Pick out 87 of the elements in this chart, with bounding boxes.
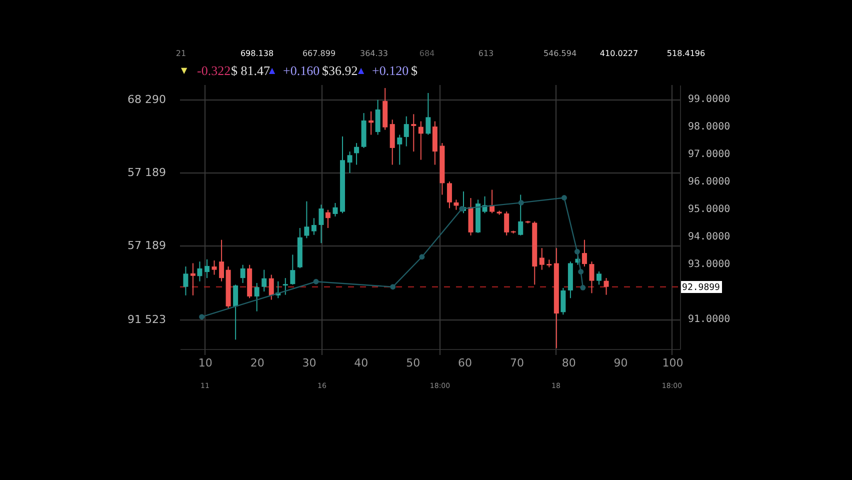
point <box>561 195 567 200</box>
x-tick-label: 40 <box>354 356 368 370</box>
candlestick <box>233 284 238 340</box>
candlestick <box>347 151 352 174</box>
text: 68 290 <box>128 93 166 106</box>
candlestick <box>397 134 402 166</box>
point <box>390 284 396 290</box>
x-tick-label: 50 <box>406 356 420 370</box>
candlestick <box>426 92 431 136</box>
candlestick <box>604 278 609 296</box>
candlestick <box>219 239 224 282</box>
point <box>313 278 319 284</box>
candlestick <box>204 258 210 279</box>
candlestick <box>589 261 594 294</box>
text: 91 523 <box>128 313 166 326</box>
candlestick <box>596 270 602 286</box>
candlestick <box>454 199 459 210</box>
x-tick-label: 100 <box>662 356 684 370</box>
candlestick <box>318 204 324 244</box>
candlestick <box>240 264 246 284</box>
y-tick-label: 98.0000 <box>688 121 730 132</box>
y-tick-label: 94.0000 <box>688 231 730 242</box>
candlestick <box>404 116 409 147</box>
candlestick <box>304 200 310 239</box>
candlestick <box>368 110 374 136</box>
text: ▲ <box>358 66 365 75</box>
text: 21 <box>176 49 186 58</box>
text: 684 <box>419 49 435 58</box>
candlestick <box>390 119 395 166</box>
candlestick <box>332 202 338 217</box>
point <box>580 284 586 290</box>
point <box>199 314 205 320</box>
y-tick-label: 97.0000 <box>688 148 730 160</box>
text: 518.4196 <box>666 49 706 58</box>
candlestick <box>311 218 316 236</box>
text: $ <box>411 63 418 78</box>
text: -0.322 <box>197 63 231 78</box>
text: +0.160 <box>283 63 320 78</box>
point <box>574 248 580 254</box>
x-tick-label: 10 <box>198 356 212 370</box>
candlestick <box>183 266 188 296</box>
candlestick <box>354 142 360 166</box>
point <box>518 200 524 206</box>
candlestick <box>254 282 260 312</box>
x-tick-label: 70 <box>510 356 524 370</box>
text: 92.9899 <box>682 283 720 293</box>
text: 57 189 <box>128 166 166 179</box>
candlestick <box>411 114 416 152</box>
text: 410.0227 <box>600 49 638 58</box>
x-tick-label: 80 <box>562 356 576 370</box>
text: ▼ <box>181 66 188 75</box>
text: ▲ <box>269 66 276 75</box>
candlestick <box>504 211 510 236</box>
y-tick-label: 99.0000 <box>688 94 730 105</box>
candlestick <box>197 261 202 282</box>
point <box>578 268 584 274</box>
candlestick <box>446 181 452 209</box>
x-tick-label: 60 <box>458 356 472 370</box>
candlestick <box>212 260 217 276</box>
candlestick <box>325 209 330 228</box>
text: +0.120 <box>372 63 409 78</box>
y-tick-label: 95.0000 <box>688 204 730 215</box>
candlestick <box>282 278 288 296</box>
point <box>419 254 425 260</box>
text: 364.33 <box>360 49 388 58</box>
y-tick-label: 96.0000 <box>688 176 730 188</box>
y-tick-label: 91.0000 <box>688 314 730 325</box>
candlestick <box>190 262 196 296</box>
candlestick <box>268 274 274 300</box>
text: 667.899 <box>302 49 336 58</box>
candlestick <box>290 254 296 286</box>
x-tick-label: 90 <box>614 356 628 370</box>
text: 613 <box>478 49 494 58</box>
x-tick-label: 30 <box>302 356 316 370</box>
x-tick-label: 20 <box>250 356 264 370</box>
candlestick <box>582 239 587 267</box>
candlestick <box>560 287 566 316</box>
text: $ 81.47 <box>231 63 270 78</box>
candlestick <box>375 99 380 136</box>
y-tick-label: 93.0000 <box>688 258 730 270</box>
candlestick <box>418 120 424 160</box>
candlestick <box>262 269 267 292</box>
text: 546.594 <box>543 49 577 58</box>
candlestick <box>539 248 544 270</box>
text: $36.92 <box>322 63 358 78</box>
text: 698.138 <box>240 49 274 58</box>
text: 57 189 <box>128 239 166 252</box>
